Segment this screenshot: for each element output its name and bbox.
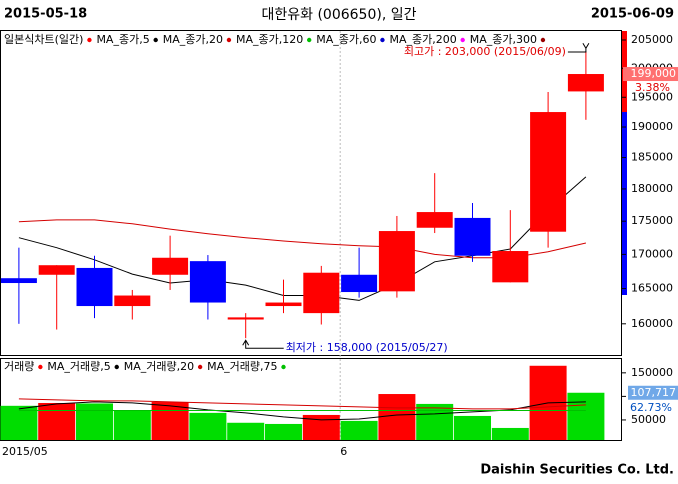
candle-body	[341, 274, 378, 293]
candle-body	[416, 212, 453, 228]
high-annotation: 최고가 : 203,000 (2015/06/09)	[404, 45, 566, 58]
volume-bar	[265, 423, 302, 440]
price-panel	[0, 30, 622, 356]
legend-dot	[114, 364, 119, 370]
volume-bar	[340, 420, 378, 440]
last-value-box	[623, 67, 678, 82]
last-value-box	[628, 385, 678, 400]
candle-body	[567, 74, 604, 92]
volume-bar	[567, 392, 605, 440]
volume-bar	[38, 402, 76, 440]
candle-body	[0, 278, 37, 284]
annotation-arrow	[567, 42, 590, 53]
ma-line	[18, 176, 587, 301]
volume-bar	[378, 394, 416, 440]
y-tick-label: 195000	[631, 90, 673, 103]
last-value: 107,717	[631, 386, 677, 399]
candle-body	[378, 231, 415, 292]
legend-label: MA_거래량,75	[207, 360, 277, 373]
company: Daishin Securities Co. Ltd.	[480, 463, 674, 478]
ma-line	[18, 398, 586, 410]
last-value: 199,000	[631, 67, 677, 80]
y-tick-label: 150000	[631, 366, 673, 379]
y-tick-label: 190000	[631, 120, 673, 133]
x-tick-label: 2015/05	[2, 445, 48, 458]
legend-dot	[540, 37, 546, 43]
volume-bar	[189, 412, 227, 440]
low-annotation: 최저가 : 158,000 (2015/05/27)	[286, 341, 448, 354]
y-tick-label: 165000	[631, 282, 673, 295]
legend-dot	[307, 37, 312, 43]
legend-dot	[153, 37, 158, 43]
legend-dot	[460, 37, 465, 43]
legend-dot	[38, 364, 43, 370]
candle-body	[189, 261, 226, 303]
y-tick-label: 180000	[631, 182, 673, 195]
candle-body	[227, 317, 264, 320]
legend-label: MA_종가,200	[389, 33, 456, 46]
legend-title: 거래량	[4, 360, 34, 373]
candle-body	[152, 257, 189, 275]
legend-label: MA_종가,300	[470, 33, 537, 46]
legend-dot	[197, 364, 203, 370]
candle-body	[76, 267, 113, 307]
volume-bar	[491, 427, 529, 440]
change-rate: 3.38%	[635, 81, 670, 94]
legend-label: MA_종가,5	[96, 33, 149, 46]
candle-body	[114, 295, 151, 307]
volume-panel	[0, 358, 622, 441]
legend-label: MA_거래량,5	[47, 360, 110, 373]
y-tick-label: 185000	[631, 151, 673, 164]
volume-bars	[0, 365, 605, 440]
volume-bar	[76, 403, 113, 440]
y-tick-label: 160000	[631, 317, 673, 330]
x-tick-label: 6	[340, 445, 347, 458]
candle-body	[303, 272, 340, 314]
volume-bar	[113, 410, 151, 440]
annotation-arrow	[242, 339, 284, 349]
candle-body	[454, 217, 491, 256]
legend-label: MA_종가,20	[163, 33, 223, 46]
candle-body	[492, 251, 529, 283]
legend-label: MA_종가,120	[236, 33, 303, 46]
legend-title: 일본식차트(일간)	[4, 32, 83, 46]
legend-dot	[226, 37, 232, 43]
y-tick-label: 205000	[631, 33, 673, 46]
candle-body	[265, 302, 302, 307]
range-indicator	[622, 112, 627, 295]
ma-line	[18, 219, 587, 259]
candle-body	[38, 265, 75, 275]
y-tick-label: 170000	[631, 247, 673, 260]
y-tick-label: 175000	[631, 214, 673, 227]
legend-dot	[380, 37, 385, 43]
volume-bar	[416, 403, 454, 440]
volume-bar	[454, 415, 491, 440]
legend-label: MA_거래량,20	[124, 360, 194, 373]
volume-bar	[151, 402, 189, 440]
legend-label: MA_종가,60	[316, 33, 376, 46]
volume-bar	[227, 422, 265, 440]
volume-bar	[0, 405, 38, 440]
chart-title: 대한유화 (006650), 일간	[262, 7, 417, 23]
candle-body	[530, 112, 567, 232]
y-tick-label: 50000	[631, 413, 666, 426]
volume-bar	[529, 365, 567, 440]
legend-dot	[281, 364, 286, 370]
start-date: 2015-05-18	[4, 7, 87, 22]
change-rate: 62.73%	[630, 401, 672, 414]
end-date: 2015-06-09	[591, 7, 674, 22]
legend-dot	[87, 37, 92, 43]
